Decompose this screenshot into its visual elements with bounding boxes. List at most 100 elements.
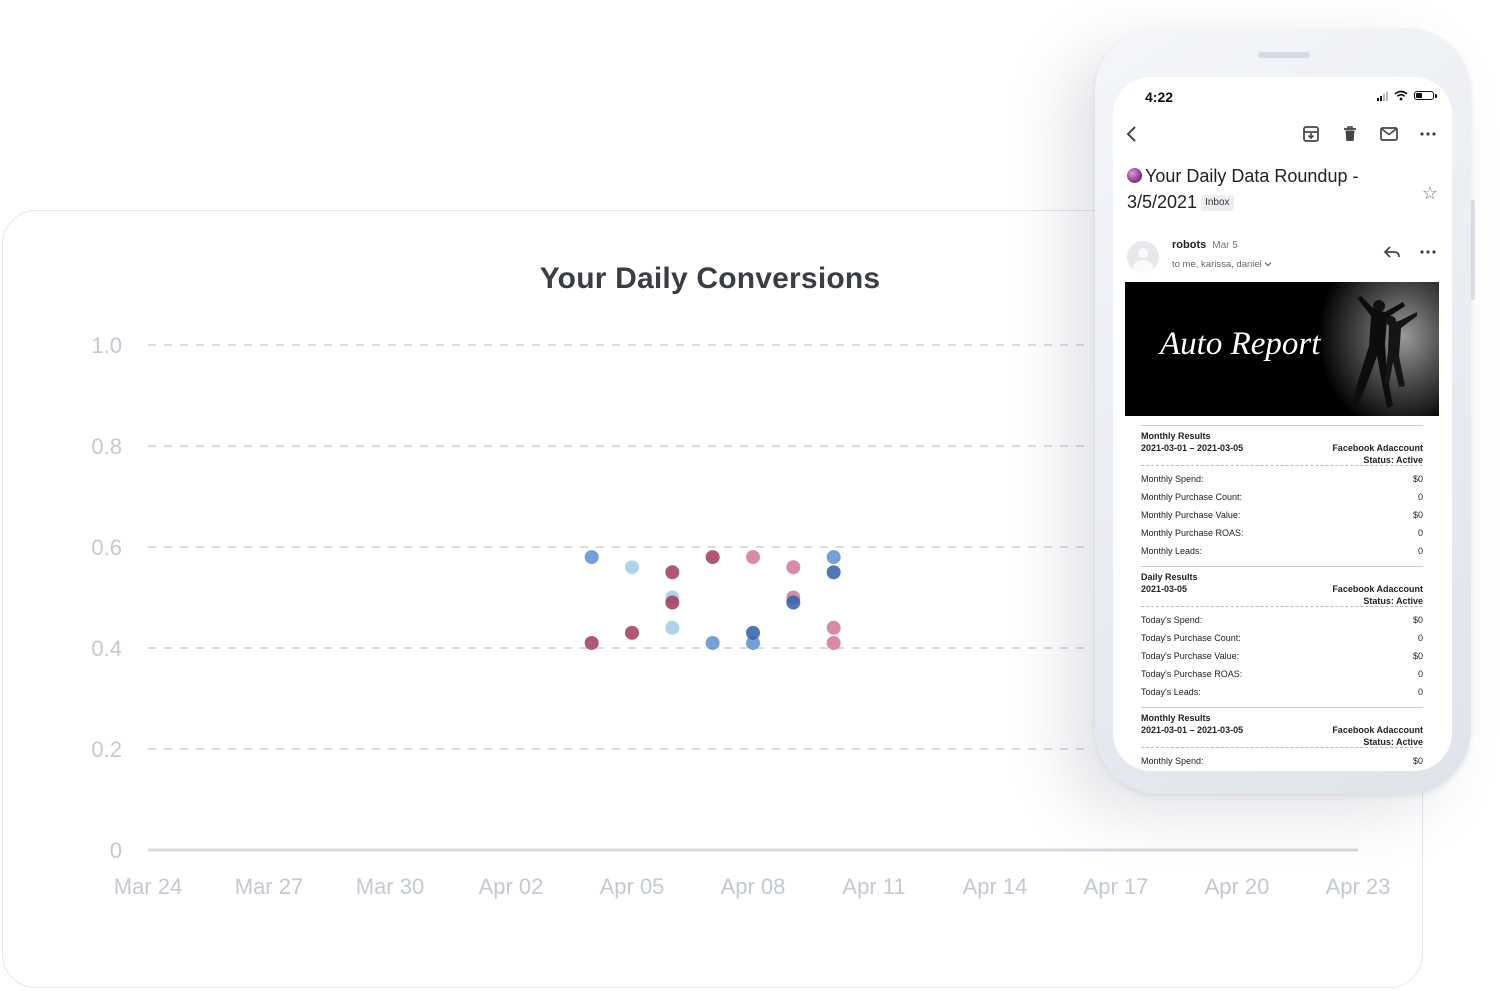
y-tick-label: 0.4 [91, 636, 122, 661]
dancer-silhouette-icon [1351, 296, 1417, 408]
data-point[interactable] [786, 560, 801, 575]
wifi-icon [1394, 90, 1408, 101]
back-icon[interactable] [1121, 123, 1143, 145]
x-tick-label: Apr 02 [479, 874, 544, 899]
report-section-header: Daily Results 2021-03-05 Facebook Adaccoun… [1141, 572, 1423, 607]
report-row-value: 0 [1417, 669, 1423, 679]
status-icons [1377, 90, 1437, 101]
section-status: Status: Active [1363, 737, 1423, 747]
message-more-icon[interactable] [1417, 241, 1439, 263]
x-tick-label: Apr 11 [842, 874, 905, 899]
report-row-label: Monthly Spend: [1141, 474, 1204, 484]
report-row: Today's Leads: 0 [1141, 683, 1423, 701]
section-status: Status: Active [1363, 455, 1423, 465]
data-point[interactable] [584, 635, 599, 650]
report-row-value: $0 [1412, 756, 1423, 766]
data-point[interactable] [826, 635, 841, 650]
report-row-label: Monthly Purchase Value: [1141, 510, 1241, 520]
data-point[interactable] [786, 595, 801, 610]
data-point[interactable] [665, 565, 680, 580]
avatar [1127, 241, 1159, 273]
data-point[interactable] [665, 620, 680, 635]
section-account: Facebook Adaccount [1332, 725, 1423, 735]
recipients[interactable]: to me, karissa, daniel [1172, 259, 1272, 270]
report-row-value: 0 [1417, 546, 1423, 556]
report-row-label: Today's Leads: [1141, 687, 1201, 697]
data-point[interactable] [746, 550, 760, 565]
report-row-value: 0 [1417, 528, 1423, 538]
report-row-label: Today's Purchase Value: [1141, 651, 1240, 661]
crystal-ball-icon [1127, 168, 1142, 183]
x-tick-label: Apr 23 [1326, 874, 1391, 899]
chevron-down-icon [1264, 262, 1272, 267]
data-point[interactable] [705, 635, 720, 650]
archive-icon[interactable] [1300, 123, 1322, 145]
report-section: Daily Results 2021-03-05 Facebook Adaccoun… [1141, 566, 1423, 701]
phone-speaker [1258, 52, 1310, 58]
x-tick-label: Mar 30 [356, 874, 424, 899]
reply-icon[interactable] [1381, 241, 1403, 263]
auto-report-banner: Auto Report [1125, 282, 1439, 416]
trash-icon[interactable] [1339, 123, 1361, 145]
inbox-tag[interactable]: Inbox [1201, 195, 1234, 211]
section-date-range: 2021-03-05 [1141, 584, 1188, 594]
report-row-value: $0 [1412, 615, 1423, 625]
report-row-value: 0 [1417, 492, 1423, 502]
report-row: Today's Spend: $0 [1141, 611, 1423, 629]
sender-line: robots Mar 5 [1172, 239, 1238, 251]
data-point[interactable] [746, 625, 760, 640]
x-tick-label: Mar 27 [235, 874, 303, 899]
report-row: Monthly Leads: 0 [1141, 542, 1423, 560]
section-date-range: 2021-03-01 – 2021-03-05 [1141, 443, 1244, 453]
banner-title: Auto Report [1160, 326, 1321, 362]
signal-icon [1377, 91, 1388, 101]
report-section: Monthly Results 2021-03-01 – 2021-03-05 Fa… [1141, 707, 1423, 770]
report-section-header: Monthly Results 2021-03-01 – 2021-03-05 Fa… [1141, 431, 1423, 466]
email-toolbar [1113, 123, 1452, 149]
email-screen: 4:22 Your Daily Data Roundup - 3/5/20 [1113, 77, 1452, 771]
report-row: Today's Purchase Value: $0 [1141, 647, 1423, 665]
report-row: Today's Purchase Count: 0 [1141, 629, 1423, 647]
data-point[interactable] [826, 565, 841, 580]
data-point[interactable] [826, 550, 841, 565]
data-point[interactable] [746, 635, 760, 650]
section-account: Facebook Adaccount [1332, 443, 1423, 453]
phone-side-button [1471, 200, 1475, 300]
chart-title: Your Daily Conversions [539, 262, 881, 295]
report-row: Monthly Spend: $0 [1141, 470, 1423, 488]
y-tick-label: 0.8 [91, 434, 122, 459]
y-tick-label: 1.0 [91, 333, 122, 358]
report-row-label: Monthly Leads: [1141, 546, 1203, 556]
y-tick-label: 0 [110, 838, 122, 863]
status-time: 4:22 [1145, 89, 1174, 105]
more-icon[interactable] [1417, 123, 1439, 145]
x-tick-label: Mar 24 [114, 874, 182, 899]
subject-line-2: 3/5/2021 [1127, 192, 1198, 212]
report-row-value: $0 [1412, 510, 1423, 520]
report-row-value: 0 [1417, 687, 1423, 697]
report-section: Monthly Results 2021-03-01 – 2021-03-05 Fa… [1141, 425, 1423, 560]
data-point[interactable] [625, 625, 639, 640]
mail-icon[interactable] [1378, 123, 1400, 145]
sender-name: robots [1172, 239, 1207, 251]
report-section-header: Monthly Results 2021-03-01 – 2021-03-05 Fa… [1141, 713, 1423, 748]
section-title: Daily Results [1141, 572, 1198, 582]
data-point[interactable] [826, 620, 841, 635]
data-point[interactable] [705, 550, 720, 565]
report-row-label: Today's Purchase Count: [1141, 633, 1241, 643]
report-row-label: Today's Spend: [1141, 615, 1203, 625]
report-row-label: Monthly Spend: [1141, 756, 1204, 766]
report-row-value: 0 [1417, 633, 1423, 643]
email-subject: Your Daily Data Roundup - 3/5/2021 Inbox [1127, 163, 1397, 215]
data-point[interactable] [625, 560, 639, 575]
x-tick-label: Apr 08 [721, 874, 786, 899]
data-point[interactable] [665, 595, 680, 610]
battery-icon [1414, 91, 1437, 100]
subject-line-1: Your Daily Data Roundup - [1145, 166, 1359, 186]
star-icon[interactable]: ☆ [1421, 183, 1438, 203]
section-title: Monthly Results [1141, 713, 1211, 723]
data-point[interactable] [584, 550, 599, 565]
section-title: Monthly Results [1141, 431, 1211, 441]
recipients-text: to me, karissa, daniel [1172, 259, 1262, 270]
report-row-label: Today's Purchase ROAS: [1141, 669, 1243, 679]
